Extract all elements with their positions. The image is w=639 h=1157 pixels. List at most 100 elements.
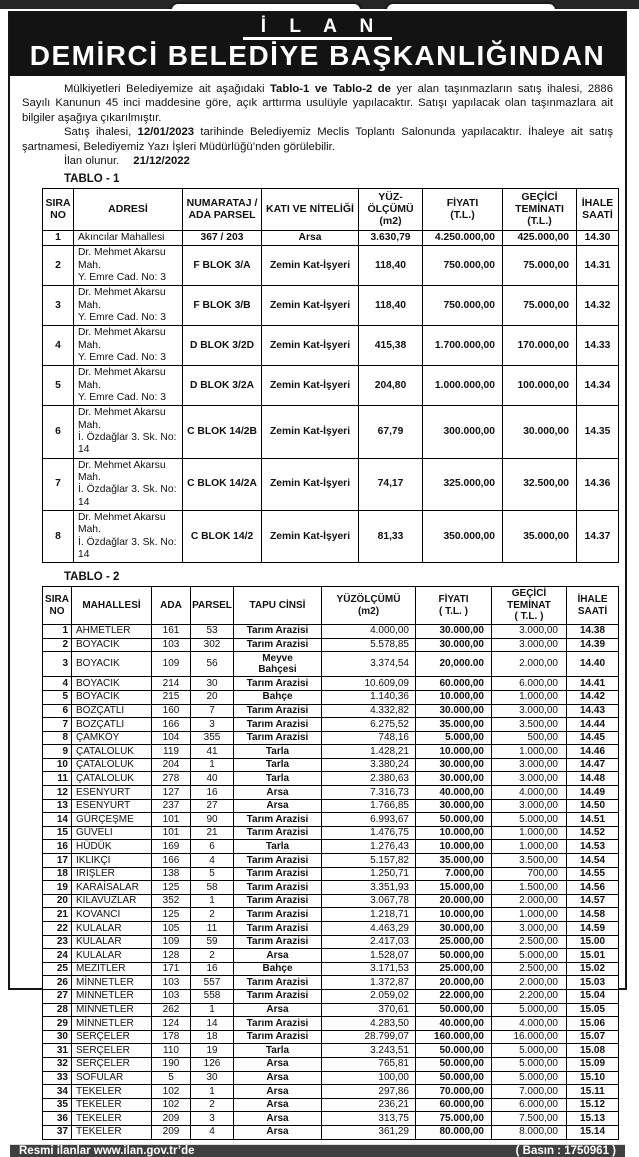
table-cell: 119 (151, 744, 191, 759)
table-cell: 100.000,00 (502, 365, 577, 407)
table-cell: 14.36 (576, 457, 619, 512)
table-cell: 2.000,00 (491, 975, 567, 990)
table-cell: TEKELER (71, 1111, 152, 1126)
table-cell: Dr. Mehmet Akarsu Mah. İ. Özdağlar 3. Sk… (73, 405, 183, 459)
table-cell: 300.000,00 (422, 405, 503, 459)
table-cell: Tarım Arazisi (233, 921, 322, 936)
table-cell: MİNNETLER (71, 975, 152, 990)
table-row: 35 TEKELER 102 2 Arsa 236,21 60.000,00 6.000,00… (42, 1097, 619, 1113)
column-header: İHALE SAATİ (566, 586, 619, 625)
table-cell: 9 (42, 744, 72, 759)
table-cell: 14.33 (576, 325, 619, 367)
table-cell: 110 (151, 1043, 191, 1058)
table-cell: 2.059,02 (321, 988, 416, 1004)
table-cell: 361,29 (321, 1124, 416, 1140)
table-cell: MİNNETLER (71, 1016, 152, 1031)
table-cell: Tarım Arazisi (233, 703, 322, 719)
table-cell: 12 (42, 785, 72, 800)
table-row: 5 BOYACIK 215 20 Bahçe 1.140,36 10.000,00 1.000… (42, 689, 619, 705)
table-cell: 14.52 (566, 825, 619, 841)
table-cell: 14.30 (576, 229, 619, 247)
table-cell: 4.000,00 (491, 1016, 567, 1031)
table-cell: Arsa (233, 1124, 322, 1140)
table-cell: Dr. Mehmet Akarsu Mah. Y. Emre Cad. No: … (73, 245, 183, 287)
table-cell: 178 (151, 1029, 191, 1045)
table-cell: ESENYURT (71, 798, 152, 814)
table-cell: 2 (190, 1097, 234, 1113)
table-cell: Dr. Mehmet Akarsu Mah. Y. Emre Cad. No: … (73, 365, 183, 407)
table-cell: 1.000,00 (491, 689, 567, 705)
table-cell: 215 (151, 689, 191, 705)
table-cell: 29 (42, 1016, 72, 1031)
table-cell: 297,86 (321, 1084, 416, 1099)
table-row: 32 SERÇELER 190 126 Arsa 765,81 50.000,00 5.000… (42, 1056, 619, 1072)
table-cell: 19 (190, 1043, 234, 1058)
table-cell: 415,38 (358, 325, 423, 367)
table-cell: 1.000.000,00 (422, 365, 503, 407)
table-cell: 748,16 (321, 730, 416, 746)
table-row: 16 HÜDÜK 169 6 Tarla 1.276,43 10.000,00 1.000,0… (42, 839, 619, 855)
table-cell: 75.000,00 (502, 285, 577, 327)
table-cell: ÇAMKÖY (71, 730, 152, 746)
table-cell: 2.417,03 (321, 934, 416, 950)
table-cell: Tarım Arazisi (233, 825, 322, 841)
table-cell: 25.000,00 (415, 961, 492, 977)
table-row: 11 ÇATALOLUK 278 40 Tarla 2.380,63 30.000,00 3.… (42, 771, 619, 787)
table-row: 4 BOYACIK 214 30 Tarım Arazisi 10.609,09 60.00… (42, 676, 619, 691)
column-header: MAHALLESİ (71, 586, 152, 625)
announcement-frame: İ L A N DEMİRCİ BELEDİYE BAŞKANLIĞINDAN … (8, 11, 627, 1157)
table-cell: 700,00 (491, 866, 567, 882)
table-cell: BOZÇATLI (71, 703, 152, 719)
table-cell: 11 (42, 771, 72, 787)
table-row: 13 ESENYURT 237 27 Arsa 1.766,85 30.000,00 3.00… (42, 798, 619, 814)
table-cell: Tarım Arazisi (233, 893, 322, 909)
table2-label: TABLO - 2 (64, 571, 120, 584)
table-row: 28 MİNNETLER 262 1 Arsa 370,61 50.000,00 5.000,… (42, 1002, 619, 1018)
table-cell: Zemin Kat-İşyeri (261, 457, 359, 512)
table-row: 6 Dr. Mehmet Akarsu Mah. İ. Özdağlar 3. S… (42, 405, 619, 459)
intro-p1-text: Mülkiyetleri Belediyemize ait aşağıdaki (64, 83, 270, 95)
table-cell: 5 (42, 365, 74, 407)
table-cell: 204,80 (358, 365, 423, 407)
table-cell: 60.000,00 (415, 1097, 492, 1113)
table-cell: 2.380,63 (321, 771, 416, 787)
table-cell: KOVANCI (71, 907, 152, 922)
table-cell: 3.000,00 (491, 703, 567, 719)
table-cell: 15.14 (566, 1124, 619, 1140)
table-cell: 14.51 (566, 812, 619, 827)
table-cell: 14.49 (566, 785, 619, 800)
table-cell: 138 (151, 866, 191, 882)
table-cell: 50.000,00 (415, 812, 492, 827)
table-cell: Tarım Arazisi (233, 1016, 322, 1031)
page-title-ilan: İ L A N (242, 16, 393, 40)
table-cell: 14 (42, 812, 72, 827)
table-cell: 15.01 (566, 948, 619, 963)
table-cell: F BLOK 3/A (182, 245, 262, 287)
table-cell: 6.993,67 (321, 812, 416, 827)
table-cell: 4 (42, 325, 74, 367)
table-cell: 14.46 (566, 744, 619, 759)
table-cell: 75.000,00 (415, 1111, 492, 1126)
table-cell: 40.000,00 (415, 785, 492, 800)
table-cell: Tarım Arazisi (233, 1029, 322, 1045)
cropped-toolbar-strip (0, 0, 639, 9)
table-cell: KULALAR (71, 921, 152, 936)
table-row: 4 Dr. Mehmet Akarsu Mah. Y. Emre Cad. No:… (42, 325, 619, 367)
table-cell: 28.799,07 (321, 1029, 416, 1045)
table-cell: 557 (190, 975, 234, 990)
table-cell: 4.283,50 (321, 1016, 416, 1031)
table-cell: MEZİTLER (71, 961, 152, 977)
table-cell: 14.50 (566, 798, 619, 814)
table-cell: 50.000,00 (415, 1056, 492, 1072)
table-cell: 20.000,00 (415, 893, 492, 909)
table-cell: Bahçe (233, 689, 322, 705)
table-cell: 7.316,73 (321, 785, 416, 800)
table-cell: AHMETLER (71, 623, 152, 639)
table-row: 34 TEKELER 102 1 Arsa 297,86 70.000,00 7.000,00… (42, 1084, 619, 1099)
table-cell: 170.000,00 (502, 325, 577, 367)
intro-paragraph-2: Satış ihalesi, 12/01/2023 tarihinde Bele… (22, 125, 613, 154)
table-cell: 35.000,00 (415, 853, 492, 868)
table-cell: HÜDÜK (71, 839, 152, 855)
auction-date: 12/01/2023 (137, 126, 195, 139)
column-header: FİYATI (T.L.) (422, 187, 503, 231)
